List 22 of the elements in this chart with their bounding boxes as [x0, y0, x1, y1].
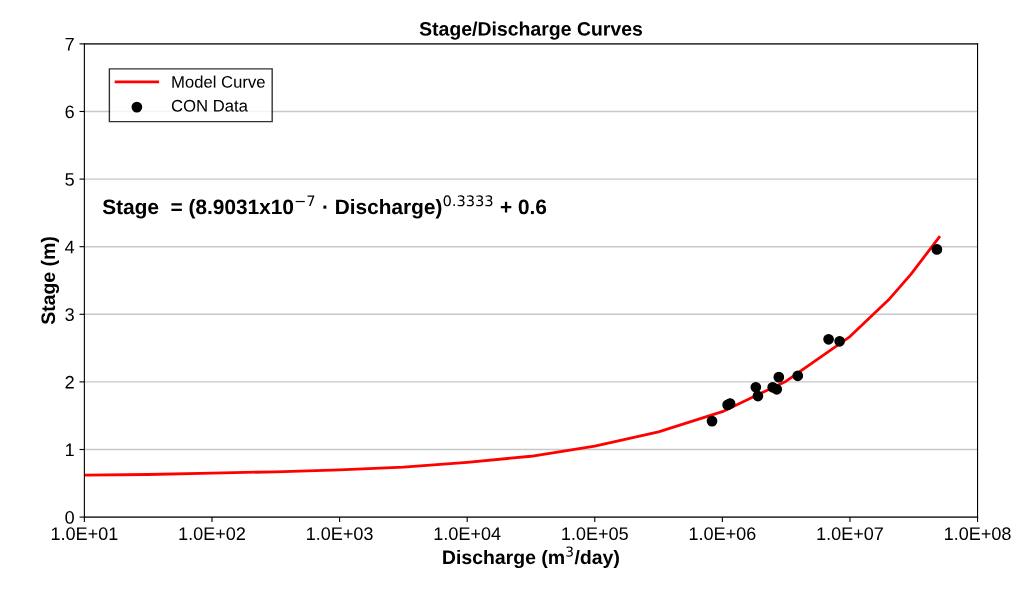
x-axis-title: Discharge (m$^{3}$/day) [443, 546, 619, 569]
y-tick-label: 6 [65, 105, 74, 119]
y-tick-label: 0 [65, 511, 74, 524]
y-tick-label: 5 [65, 173, 74, 186]
x-tick-label: 1.0E+02 [179, 527, 245, 541]
legend-label: CON Data [171, 99, 248, 112]
x-tick-label: 1.0E+03 [307, 527, 373, 541]
annotation: Stage = (8.9031x10$^{−7}$ · Discharge)$^{0.3333}$ + 0.6 [102, 195, 547, 219]
y-tick-label: 7 [65, 38, 74, 51]
x-tick-label: 1.0E+04 [434, 527, 501, 541]
chart-title: Stage/Discharge Curves [419, 21, 643, 40]
x-tick-label: 1.0E+01 [51, 527, 118, 541]
x-tick-label: 1.0E+05 [562, 527, 628, 541]
y-tick-label: 1 [65, 443, 74, 457]
y-tick-label: 2 [65, 375, 74, 389]
y-tick-label: 3 [65, 308, 74, 322]
x-tick-label: 1.0E+06 [689, 527, 756, 541]
legend-label: Model Curve [172, 75, 265, 88]
x-tick-label: 1.0E+08 [945, 527, 1011, 541]
x-tick-label: 1.0E+07 [817, 527, 883, 541]
y-axis-title: Stage (m) [40, 237, 60, 325]
y-tick-label: 4 [65, 240, 75, 254]
